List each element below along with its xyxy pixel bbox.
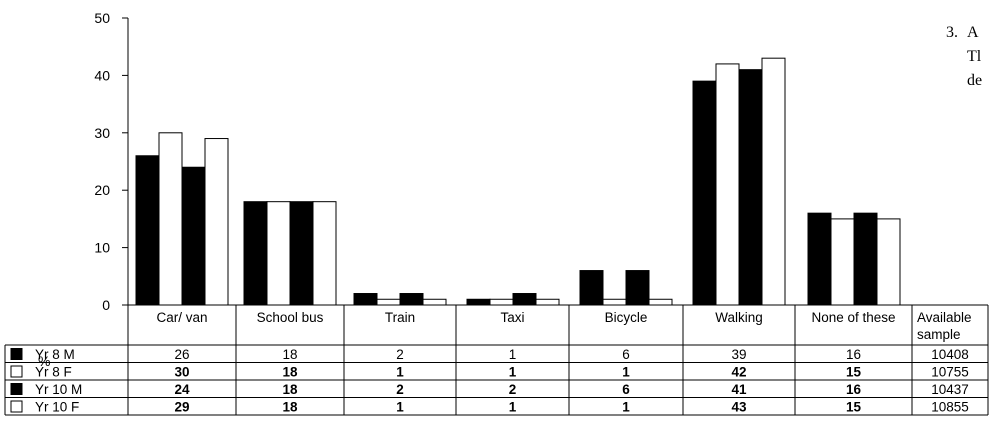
- bar: [353, 293, 378, 306]
- category-label: Walking: [715, 310, 763, 325]
- table-cell: 2: [509, 382, 517, 397]
- bar: [761, 57, 786, 306]
- sample-cell: 10437: [931, 382, 969, 397]
- bar: [466, 298, 491, 306]
- side-note-number: 3.: [946, 24, 958, 41]
- bar: [243, 201, 268, 306]
- sample-header: sample: [917, 327, 961, 342]
- table-cell: 18: [282, 365, 298, 380]
- category-label: School bus: [257, 310, 324, 325]
- sample-cell: 10408: [931, 347, 969, 362]
- legend-swatch: [10, 348, 23, 360]
- table-cell: 24: [174, 382, 190, 397]
- bar: [807, 212, 832, 306]
- sample-cell: 10755: [931, 365, 969, 380]
- table-cell: 18: [282, 382, 298, 397]
- bar: [489, 298, 514, 306]
- y-tick-label: 20: [94, 182, 110, 198]
- bar: [692, 80, 717, 306]
- table-cell: 1: [509, 347, 517, 362]
- legend-swatch: [10, 383, 23, 395]
- table-cell: 1: [396, 400, 404, 415]
- table-cell: 6: [622, 382, 630, 397]
- table-cell: 18: [282, 347, 297, 362]
- table-cell: 16: [846, 382, 862, 397]
- series-name: Yr 10 M: [35, 382, 82, 397]
- y-tick-label: 30: [94, 125, 110, 141]
- legend-swatch: [10, 365, 23, 378]
- series-name: Yr 8 M: [35, 347, 75, 362]
- bar: [830, 218, 855, 306]
- table-cell: 39: [731, 347, 746, 362]
- table-cell: 26: [174, 347, 189, 362]
- bar: [625, 270, 650, 306]
- bar: [535, 298, 560, 306]
- data-table: Car/ van School bus Train Taxi Bicycle Walkin…: [4, 304, 989, 416]
- table-cell: 1: [509, 400, 517, 415]
- sample-header: Available: [917, 310, 972, 325]
- bar: [648, 298, 673, 306]
- side-note-line-3: de: [967, 72, 982, 89]
- series-name: Yr 8 F: [35, 365, 72, 380]
- side-note-line-2: Tl: [967, 48, 982, 65]
- table-cell: 42: [731, 365, 746, 380]
- table-cell: 16: [846, 347, 861, 362]
- category-label: None of these: [811, 310, 895, 325]
- y-axis: 0 10 20 30 40 50: [94, 10, 129, 313]
- y-tick-label: 0: [102, 297, 110, 313]
- y-tick-label: 40: [94, 67, 110, 83]
- table-cell: 43: [731, 400, 747, 415]
- table-cell: 2: [396, 382, 404, 397]
- table-cell: 1: [622, 400, 630, 415]
- table-cell: 1: [622, 365, 630, 380]
- bar: [312, 201, 337, 306]
- bar: [289, 201, 314, 306]
- table-cell: 18: [282, 400, 298, 415]
- table-cell: 1: [509, 365, 517, 380]
- bar: [853, 212, 878, 306]
- bar: [266, 201, 291, 306]
- y-tick-label: 50: [94, 10, 110, 26]
- table-cell: 15: [846, 365, 862, 380]
- table-cell: 41: [731, 382, 747, 397]
- side-note: 3. A Tl de: [946, 24, 982, 89]
- bar: [602, 298, 627, 306]
- bar: [181, 166, 206, 306]
- y-tick-label: 10: [94, 240, 110, 256]
- bars: [135, 57, 901, 306]
- sample-cell: 10855: [931, 400, 969, 415]
- category-label: Bicycle: [605, 310, 648, 325]
- table-cell: 15: [846, 400, 862, 415]
- y-axis-label: %: [38, 353, 50, 369]
- bar: [158, 132, 183, 306]
- series-name: Yr 10 F: [35, 400, 79, 415]
- table-cell: 2: [396, 347, 404, 362]
- bar: [204, 138, 229, 306]
- side-note-line-1: A: [967, 24, 979, 41]
- bar: [376, 298, 401, 306]
- bar: [512, 293, 537, 306]
- category-label: Train: [385, 310, 415, 325]
- bar: [876, 218, 901, 306]
- bar: [422, 298, 447, 306]
- bar: [715, 63, 740, 306]
- bar: [135, 155, 160, 306]
- bar: [399, 293, 424, 306]
- bar: [579, 270, 604, 306]
- legend-swatch: [10, 400, 23, 413]
- table-cell: 30: [174, 365, 189, 380]
- category-label: Car/ van: [156, 310, 207, 325]
- bar: [738, 69, 763, 306]
- table-cell: 6: [622, 347, 630, 362]
- category-label: Taxi: [500, 310, 524, 325]
- table-cell: 29: [174, 400, 189, 415]
- table-cell: 1: [396, 365, 404, 380]
